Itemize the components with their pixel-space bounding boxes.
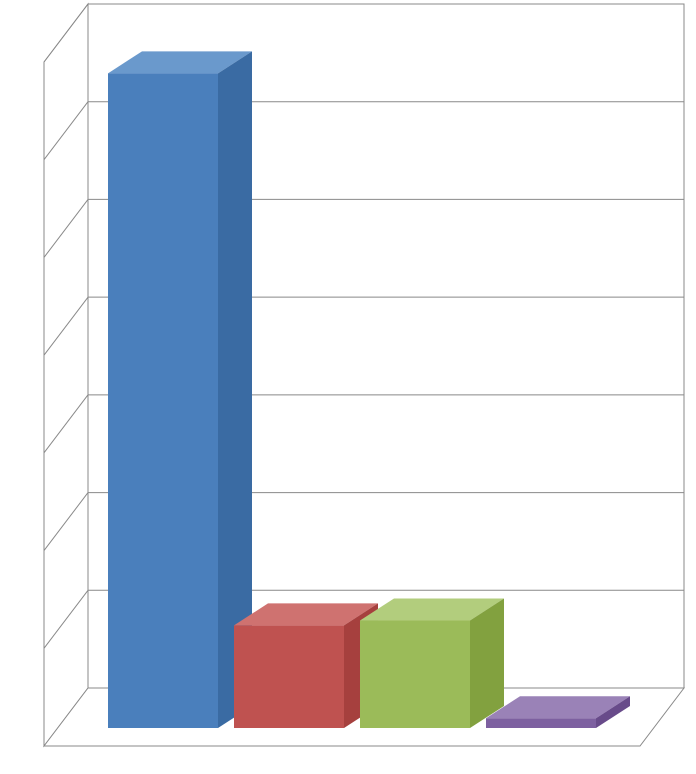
chart-svg <box>0 0 696 774</box>
bar-chart-3d <box>0 0 696 774</box>
